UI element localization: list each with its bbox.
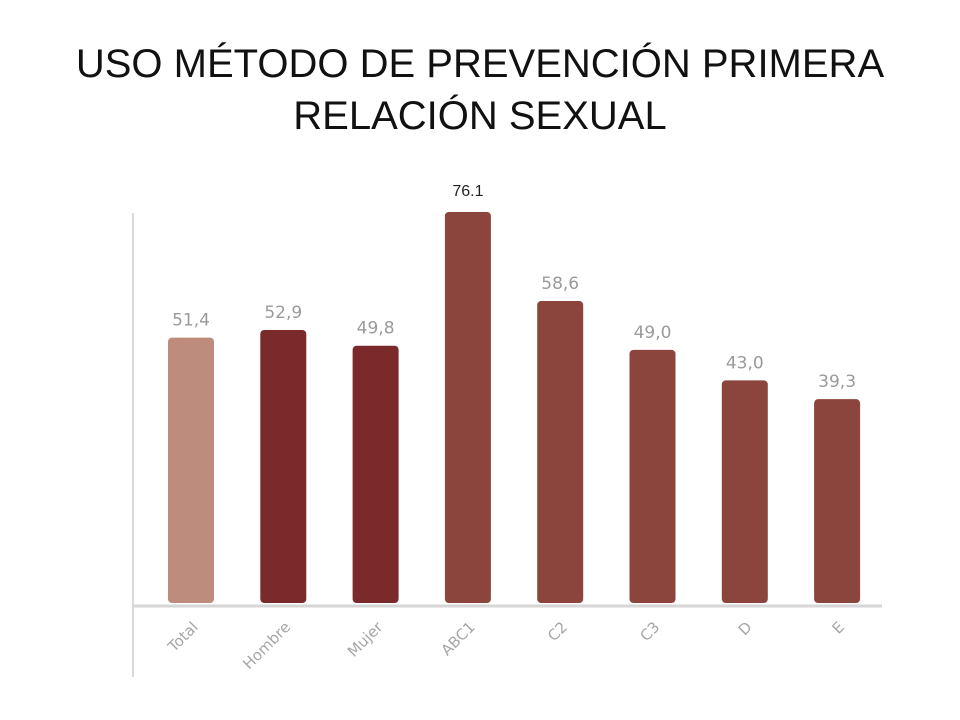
bar-d bbox=[721, 380, 768, 603]
category-label-d: D bbox=[735, 618, 756, 639]
bar-c3 bbox=[629, 349, 676, 603]
category-label-hombre: Hombre bbox=[239, 618, 294, 673]
data-label-d: 43,0 bbox=[726, 353, 764, 373]
slide-title-line-2: RELACIÓN SEXUAL bbox=[293, 94, 667, 138]
bar-e bbox=[814, 399, 861, 603]
data-label-e: 39,3 bbox=[818, 372, 856, 392]
category-label-mujer: Mujer bbox=[344, 618, 387, 661]
category-label-abc1: ABC1 bbox=[437, 618, 478, 659]
data-label-hombre: 52,9 bbox=[264, 303, 302, 323]
slide-title-line-1: USO MÉTODO DE PREVENCIÓN PRIMERA bbox=[75, 42, 885, 86]
category-label-e: E bbox=[828, 618, 847, 637]
data-label-c2: 58,6 bbox=[541, 274, 579, 294]
bar-total bbox=[168, 337, 214, 603]
bar-abc1 bbox=[444, 212, 491, 603]
bar-mujer bbox=[352, 345, 399, 603]
category-label-c3: C3 bbox=[636, 618, 663, 645]
data-label-abc1: 76.1 bbox=[452, 183, 483, 200]
bar-hombre bbox=[260, 329, 307, 603]
data-label-c3: 49,0 bbox=[634, 323, 672, 343]
slide-title: USO MÉTODO DE PREVENCIÓN PRIMERA RELACIÓ… bbox=[40, 38, 920, 142]
data-label-mujer: 49,8 bbox=[357, 319, 395, 339]
category-label-c2: C2 bbox=[544, 618, 571, 645]
category-label-total: Total bbox=[164, 618, 202, 656]
bar-c2 bbox=[537, 300, 584, 603]
data-label-total: 51,4 bbox=[172, 311, 210, 331]
